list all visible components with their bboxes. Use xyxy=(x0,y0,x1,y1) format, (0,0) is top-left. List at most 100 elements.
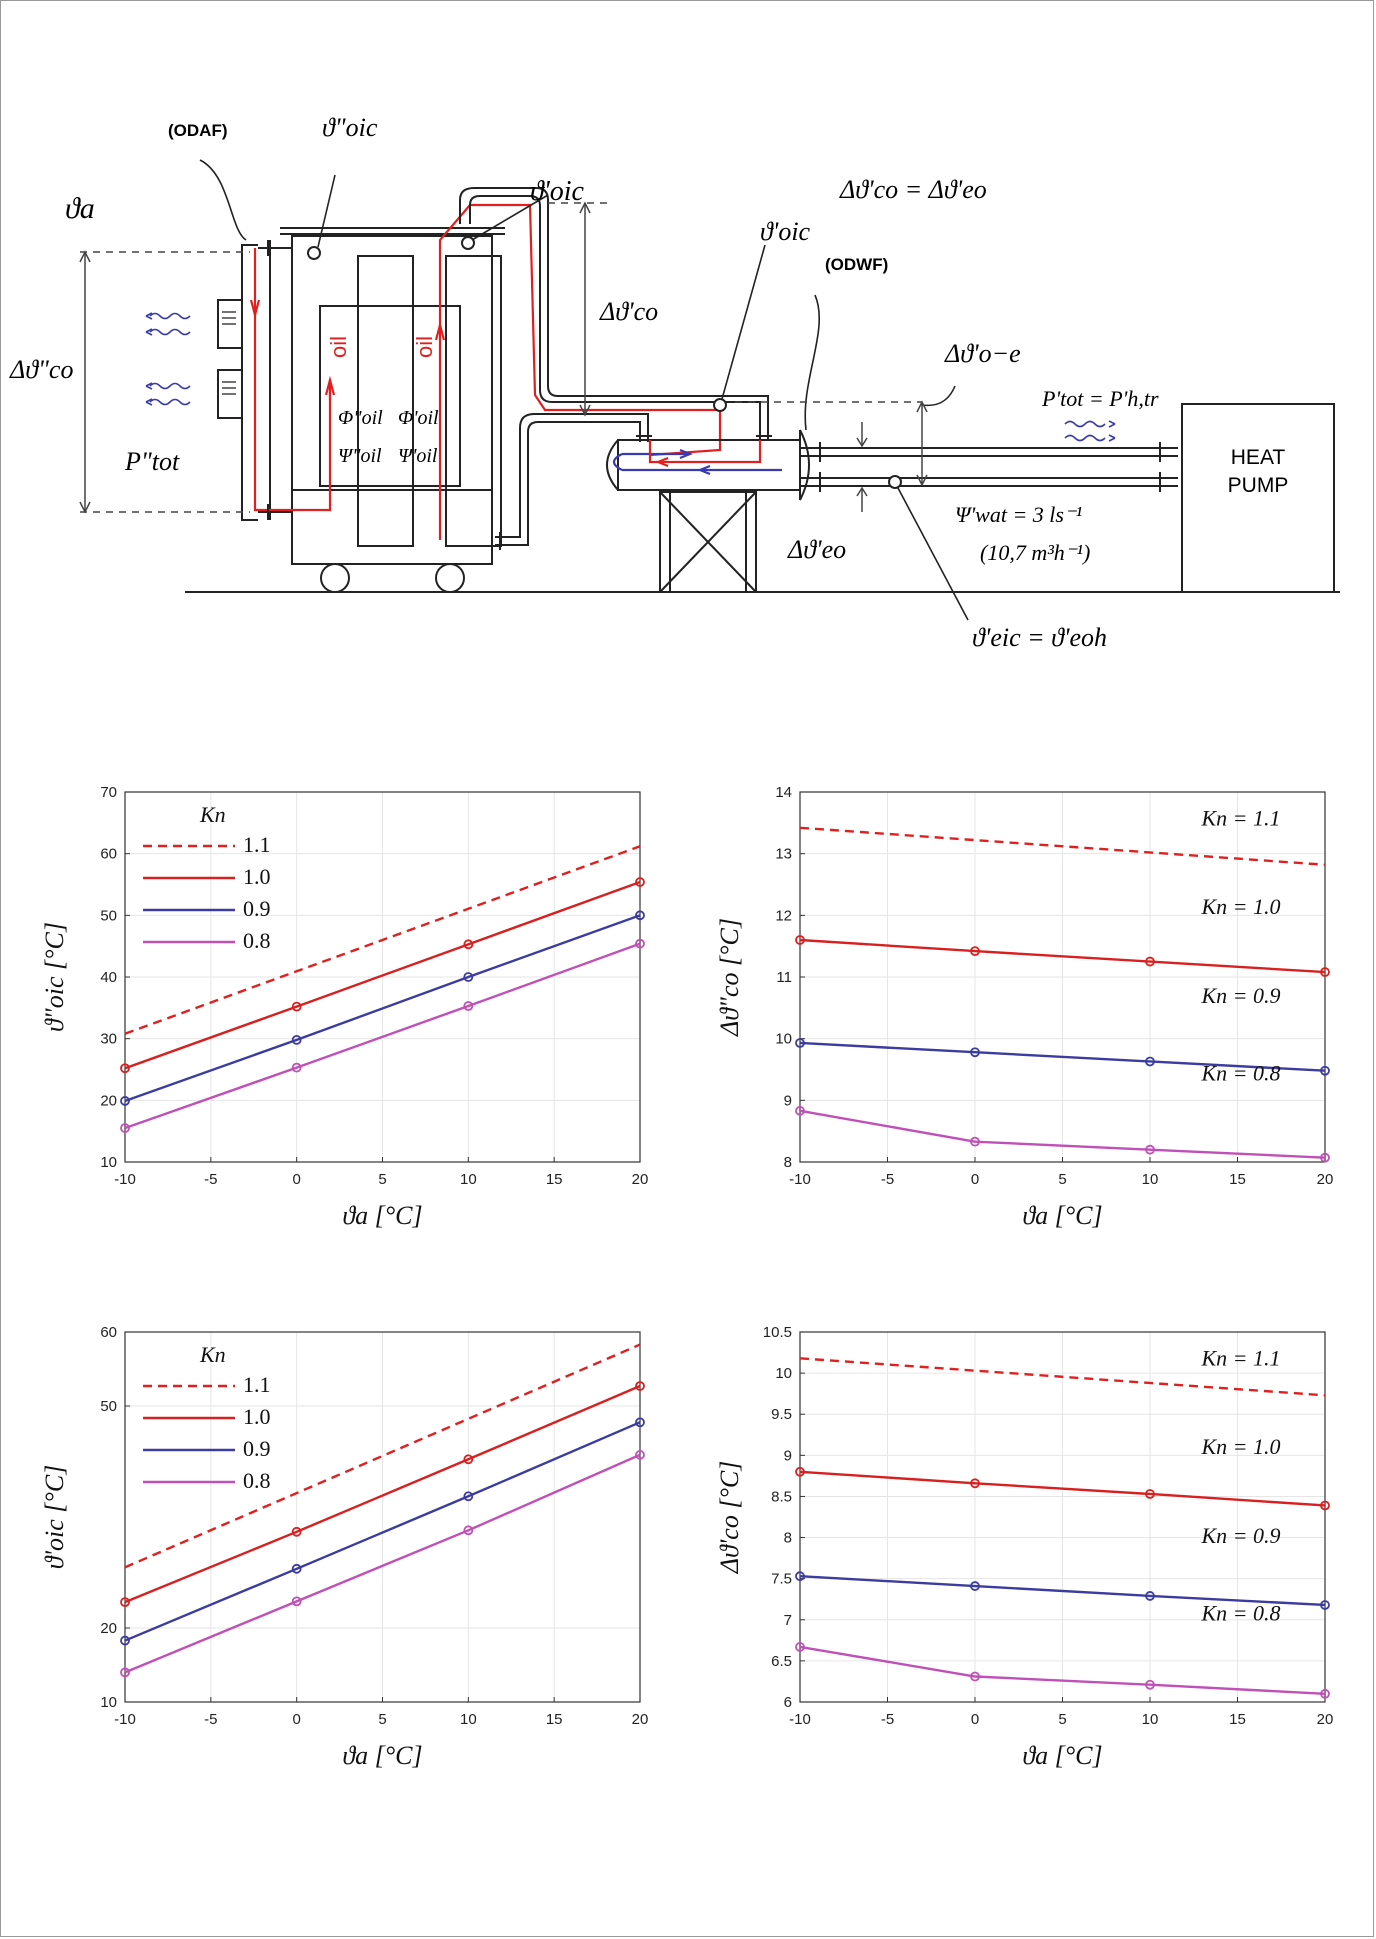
x-tick-label: -10 xyxy=(789,1171,811,1188)
x-tick-label: 15 xyxy=(1229,1711,1246,1728)
heat-flow-arrows xyxy=(1064,420,1116,442)
oil-flow-exchanger xyxy=(648,440,762,468)
data-point xyxy=(463,972,474,982)
x-axis-label: ϑa [°C] xyxy=(342,1201,422,1230)
data-point xyxy=(1145,1591,1155,1601)
data-point xyxy=(120,1635,130,1646)
x-tick-label: 5 xyxy=(1058,1711,1066,1728)
y-tick-label: 9 xyxy=(784,1447,792,1464)
data-point xyxy=(291,1596,302,1607)
data-point xyxy=(635,1381,645,1391)
data-point xyxy=(291,1034,302,1045)
delta-co-p-label: Δϑ'co xyxy=(599,297,658,326)
y-tick-label: 40 xyxy=(100,969,117,986)
odaf-label: (ODAF) xyxy=(168,121,227,140)
water-flow xyxy=(612,448,782,476)
oil-label-left: oil xyxy=(326,336,351,358)
data-point xyxy=(635,877,645,887)
y-tick-label: 7.5 xyxy=(771,1571,792,1588)
series-line xyxy=(799,1357,1326,1397)
x-tick-label: 20 xyxy=(1317,1171,1334,1188)
data-point xyxy=(1320,1688,1330,1699)
series-line xyxy=(799,1645,1326,1695)
data-point xyxy=(1320,1152,1330,1163)
series-line xyxy=(799,826,1326,866)
series-line xyxy=(124,845,641,1035)
data-point xyxy=(635,938,645,949)
x-tick-label: 0 xyxy=(292,1711,300,1728)
series-line xyxy=(799,1109,1326,1159)
data-point xyxy=(291,1062,302,1073)
series-line xyxy=(124,1343,641,1569)
legend-title: Kn xyxy=(199,802,226,827)
water-pipes xyxy=(800,442,1178,492)
series-line xyxy=(124,1453,641,1674)
y-tick-label: 70 xyxy=(100,784,117,801)
y-tick-label: 10.5 xyxy=(763,1324,792,1341)
x-tick-label: 5 xyxy=(1058,1171,1066,1188)
x-tick-label: 10 xyxy=(1142,1171,1159,1188)
heat-pump-box xyxy=(1181,403,1335,593)
theta-oic-dd-label: ϑ"oic xyxy=(322,113,378,142)
fan-icon xyxy=(222,311,236,395)
transformer-tank xyxy=(280,227,505,565)
x-tick-label: 20 xyxy=(632,1171,649,1188)
y-axis-label: ϑ"oic [°C] xyxy=(40,922,69,1032)
y-tick-label: 10 xyxy=(775,1031,792,1048)
x-tick-label: 10 xyxy=(460,1711,477,1728)
data-point xyxy=(970,1581,980,1591)
x-tick-label: -5 xyxy=(881,1171,894,1188)
data-point xyxy=(795,1466,805,1477)
temperature-sensors xyxy=(307,236,902,489)
oil-flow-loop-right xyxy=(434,203,722,540)
legend-label: 0.9 xyxy=(243,896,271,921)
data-point xyxy=(635,910,645,921)
data-point xyxy=(120,1597,130,1608)
y-axis-label: ϑ'oic [°C] xyxy=(40,1465,69,1570)
y-tick-label: 8.5 xyxy=(771,1488,792,1505)
data-point xyxy=(795,1571,805,1582)
data-point xyxy=(463,1525,474,1536)
psi-oil-dd-label: Ψ"oil xyxy=(338,445,382,467)
theta-oic-p-mid-label: ϑ'oic xyxy=(760,217,811,246)
odaf-radiator xyxy=(217,240,292,521)
p-tot-equation-label: P'tot = P'h,tr xyxy=(1041,386,1159,411)
oil-pipes xyxy=(459,187,769,546)
x-axis-label: ϑa [°C] xyxy=(1022,1741,1102,1770)
series-label: Kn = 0.8 xyxy=(1200,1061,1280,1086)
data-point xyxy=(1320,1500,1330,1511)
data-point xyxy=(970,1136,980,1147)
series-line xyxy=(799,1041,1326,1072)
data-point xyxy=(1145,956,1155,967)
odwf-label: (ODWF) xyxy=(825,255,888,274)
data-point xyxy=(463,1491,474,1502)
series-label: Kn = 1.1 xyxy=(1200,805,1280,830)
legend-label: 0.9 xyxy=(243,1436,271,1461)
data-point xyxy=(463,939,474,950)
x-tick-label: 15 xyxy=(1229,1171,1246,1188)
theta-eic-equation-label: ϑ'eic = ϑ'eoh xyxy=(972,623,1107,652)
y-tick-label: 50 xyxy=(100,907,117,924)
legend-label: 1.0 xyxy=(243,1404,271,1429)
y-tick-label: 9.5 xyxy=(771,1406,792,1423)
y-tick-label: 6.5 xyxy=(771,1653,792,1670)
air-flow-arrows xyxy=(145,312,191,406)
data-point xyxy=(1145,1056,1155,1067)
flow-m3h-label: (10,7 m³h⁻¹) xyxy=(980,540,1090,565)
x-tick-label: -10 xyxy=(114,1171,136,1188)
data-point xyxy=(1145,1489,1155,1499)
data-point xyxy=(795,935,805,945)
data-point xyxy=(1320,1600,1330,1610)
chart-oil-top-temp-odaf: -10 -5 0 5 10 15 20 10 20 30 40 50 60 70 ϑa [°C] ϑ"oic … xyxy=(40,784,649,1230)
oil-flow-loop-left xyxy=(249,248,336,512)
dimension-lines xyxy=(79,201,928,514)
delta-oe-label: Δϑ'o−e xyxy=(944,339,1021,368)
x-tick-label: 10 xyxy=(1142,1711,1159,1728)
legend-label: 1.1 xyxy=(243,832,271,857)
data-point xyxy=(291,1563,302,1574)
data-point xyxy=(120,1063,130,1074)
data-point xyxy=(795,1642,805,1652)
legend-title: Kn xyxy=(199,1342,226,1367)
data-point xyxy=(291,1526,302,1537)
